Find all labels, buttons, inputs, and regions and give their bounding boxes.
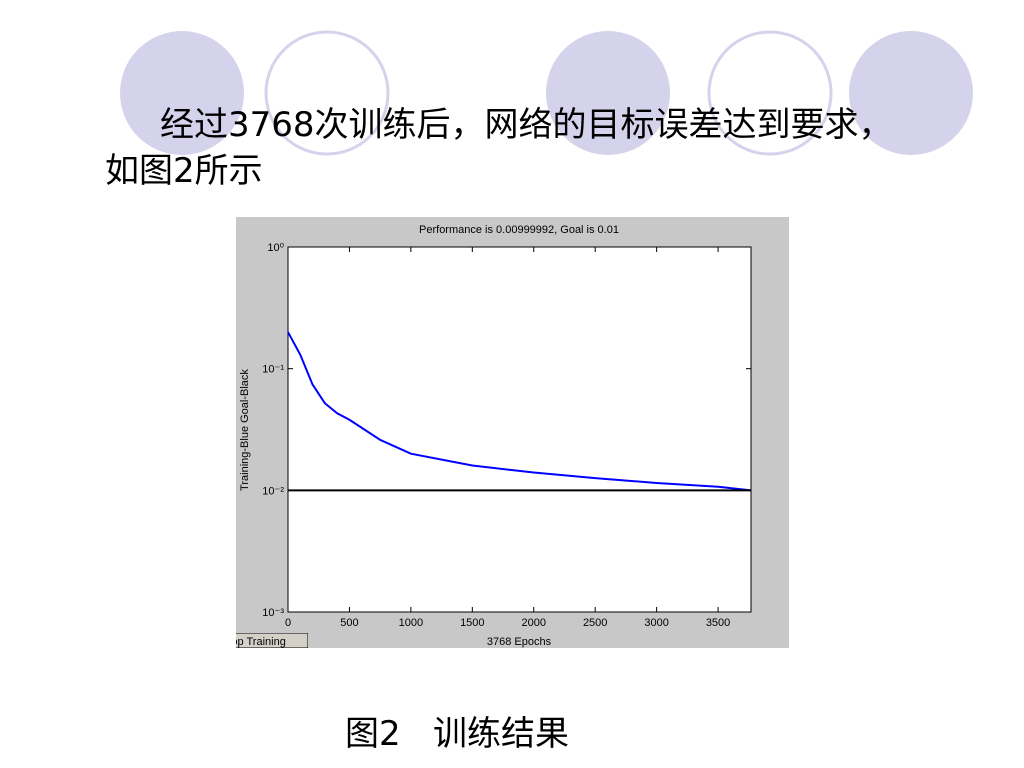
- circle: [120, 31, 244, 155]
- x-tick-label: 1000: [399, 617, 423, 629]
- circle: [707, 30, 833, 156]
- x-tick-label: 2000: [522, 617, 546, 629]
- button[interactable]: [236, 633, 308, 648]
- button-label[interactable]: Stop Training: [236, 636, 286, 648]
- y-tick-label: 10⁻²: [262, 485, 284, 497]
- circle: [849, 31, 973, 155]
- x-axis-label: 3768 Epochs: [487, 636, 552, 648]
- decoration: [120, 30, 973, 156]
- chart-title: Performance is 0.00999992, Goal is 0.01: [419, 224, 619, 236]
- series-line: [287, 331, 752, 492]
- chart: Performance is 0.00999992, Goal is 0.01 …: [236, 217, 789, 648]
- x-tick-label: 3500: [706, 617, 730, 629]
- x-tick-label: 0: [285, 617, 291, 629]
- x-tick-label: 1500: [460, 617, 484, 629]
- circle: [264, 30, 390, 156]
- circle: [546, 31, 670, 155]
- plot-area: [287, 246, 752, 613]
- x-tick-label: 2500: [583, 617, 607, 629]
- y-tick-label: 10⁻³: [262, 607, 284, 619]
- x-tick-label: 500: [340, 617, 358, 629]
- y-axis-label: Training-Blue Goal-Black: [239, 369, 251, 491]
- y-tick-label: 10⁻¹: [262, 364, 284, 376]
- caption: 图2 训练结果: [345, 714, 570, 754]
- button-clip: Stop Training: [236, 633, 308, 648]
- x-tick-label: 3000: [644, 617, 668, 629]
- body-text: 经过3768次训练后，网络的目标误差达到要求，如图2所示: [105, 105, 893, 191]
- y-tick-label: 10⁰: [267, 242, 284, 254]
